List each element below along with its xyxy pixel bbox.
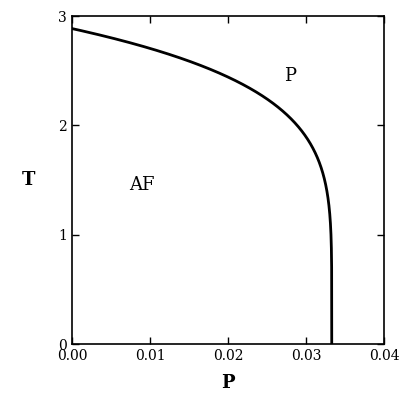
Text: P: P	[284, 67, 296, 85]
X-axis label: P: P	[221, 374, 235, 392]
Text: T: T	[22, 171, 35, 189]
Text: AF: AF	[130, 176, 155, 194]
